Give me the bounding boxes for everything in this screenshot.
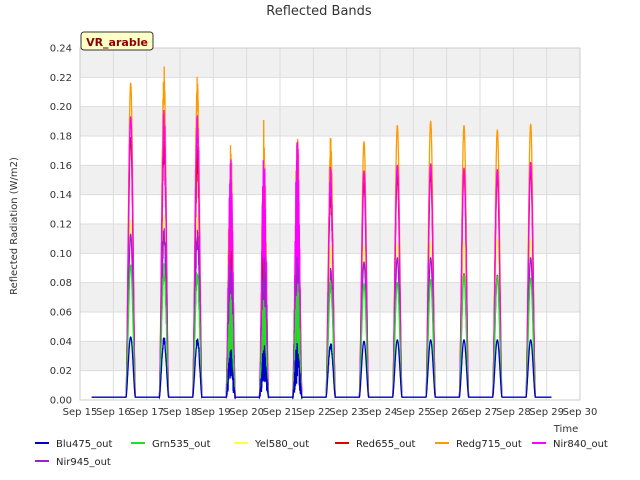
y-tick-label: 0.08 [50,278,72,289]
x-tick-label: Sep 22 [296,407,331,418]
plot-frame [79,47,581,401]
legend: Blu475_out Grn535_out Yel580_out Red655_out… [35,439,608,468]
x-tick-label: Sep 24 [363,407,398,418]
legend-label-Grn535_out: Grn535_out [152,439,211,450]
x-tick-label: Sep 16 [96,407,131,418]
y-tick-label: 0.04 [50,337,72,348]
y-tick-label: 0.18 [50,132,72,143]
x-tick-label: Sep 21 [263,407,298,418]
plot-band [80,106,580,136]
x-tick-label: Sep 20 [229,407,264,418]
y-axis-title: Reflected Radiation (W/m2) [9,157,20,295]
x-tick-label: Sep 25 [396,407,431,418]
x-tick-label: Sep 27 [463,407,498,418]
y-axis: 0.00 0.02 0.04 0.06 0.08 0.10 0.12 0.14 0.16 0.18… [50,44,72,407]
legend-label-Redg715_out: Redg715_out [456,439,522,450]
legend-label-Nir945_out: Nir945_out [56,457,111,468]
x-axis-title: Time [553,424,578,435]
y-tick-label: 0.06 [50,308,72,319]
annotation-badge-box [80,31,154,51]
y-tick-label: 0.02 [50,366,72,377]
series-lines [91,66,552,401]
plot-band [80,48,580,78]
legend-label-Nir840_out: Nir840_out [553,439,608,450]
legend-label-Yel580_out: Yel580_out [254,439,309,450]
y-tick-label: 0.12 [50,220,72,231]
x-tick-label: Sep 28 [496,407,531,418]
x-tick-label: Sep 17 [129,407,164,418]
x-tick-label: Sep 30 [563,407,598,418]
x-tick-label: Sep 15 [63,407,98,418]
legend-label-Blu475_out: Blu475_out [56,439,113,450]
legend-label-Red655_out: Red655_out [356,439,416,450]
chart-title: Reflected Bands [266,4,372,19]
annotation-badge: VR_arable [80,31,154,51]
x-tick-label: Sep 23 [329,407,364,418]
x-tick-label: Sep 18 [163,407,198,418]
y-tick-label: 0.16 [50,161,72,172]
x-tick-label: Sep 19 [196,407,231,418]
y-tick-label: 0.20 [50,102,72,113]
x-tick-label: Sep 29 [529,407,564,418]
y-tick-label: 0.14 [50,190,72,201]
series-line-Blu475_out [91,336,552,400]
y-tick-label: 0.00 [50,396,72,407]
x-tick-label: Sep 26 [429,407,464,418]
y-tick-label: 0.24 [50,44,72,55]
y-tick-label: 0.22 [50,73,72,84]
y-tick-label: 0.10 [50,249,72,260]
annotation-badge-label: VR_arable [86,36,148,49]
